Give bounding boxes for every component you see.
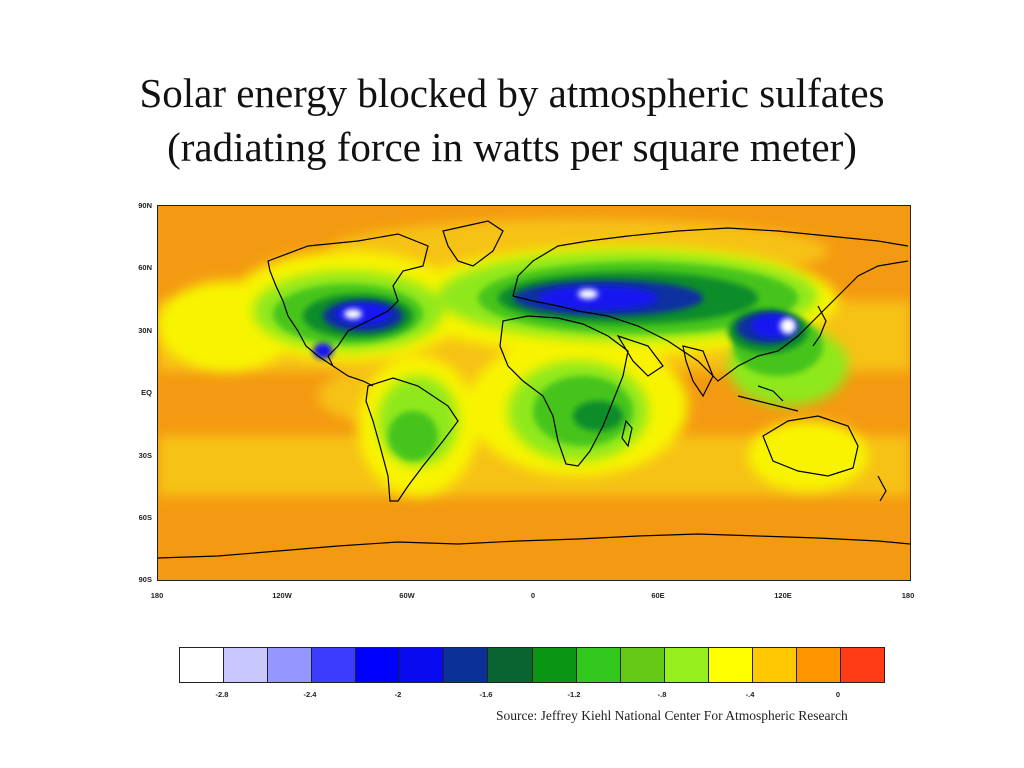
- legend-color-cell: [576, 648, 621, 682]
- source-credit: Source: Jeffrey Kiehl National Center Fo…: [496, 708, 848, 723]
- lat-label-90s: 90S: [138, 575, 152, 584]
- legend-color-cell: [532, 648, 577, 682]
- legend-label: 0: [835, 690, 841, 699]
- lon-label-180e: 180: [901, 591, 915, 600]
- legend-label: -1.6: [479, 690, 493, 699]
- legend-color-cell: [180, 648, 225, 682]
- lon-label-60w: 60W: [399, 591, 415, 600]
- legend-color-cell: [796, 648, 841, 682]
- slide-title: Solar energy blocked by atmospheric sulf…: [0, 66, 1024, 174]
- legend-color-cell: [356, 648, 401, 682]
- title-line-1: Solar energy blocked by atmospheric sulf…: [139, 70, 885, 116]
- world-map: [158, 206, 910, 580]
- lon-label-120e: 120E: [774, 591, 792, 600]
- legend-color-cell: [400, 648, 445, 682]
- lat-label-60n: 60N: [138, 263, 152, 272]
- legend-color-cell: [444, 648, 489, 682]
- legend-color-cell: [708, 648, 753, 682]
- title-line-2: (radiating force in watts per square met…: [167, 124, 857, 170]
- legend-label: -1.2: [567, 690, 581, 699]
- lon-label-0: 0: [530, 591, 536, 600]
- legend-label: -2.8: [215, 690, 229, 699]
- legend-color-cell: [752, 648, 797, 682]
- color-legend-bar: [179, 647, 885, 683]
- coastlines: [158, 220, 910, 559]
- legend-color-cell: [224, 648, 269, 682]
- lat-label-90n: 90N: [138, 201, 152, 210]
- legend-color-cell: [840, 648, 884, 682]
- sulfate-forcing-map: [157, 205, 911, 581]
- legend-color-cell: [620, 648, 665, 682]
- lon-label-60e: 60E: [651, 591, 665, 600]
- lat-label-eq: EQ: [141, 388, 152, 397]
- legend-color-cell: [664, 648, 709, 682]
- legend-label: -2.4: [303, 690, 317, 699]
- legend-color-cell: [312, 648, 357, 682]
- lat-label-60s: 60S: [138, 513, 152, 522]
- lat-label-30s: 30S: [138, 451, 152, 460]
- legend-label: -2: [394, 690, 402, 699]
- lon-label-180w: 180: [150, 591, 164, 600]
- legend-color-cell: [268, 648, 313, 682]
- legend-label: -.8: [657, 690, 667, 699]
- legend-color-cell: [488, 648, 533, 682]
- lon-label-120w: 120W: [272, 591, 292, 600]
- lat-label-30n: 30N: [138, 326, 152, 335]
- legend-label: -.4: [745, 690, 755, 699]
